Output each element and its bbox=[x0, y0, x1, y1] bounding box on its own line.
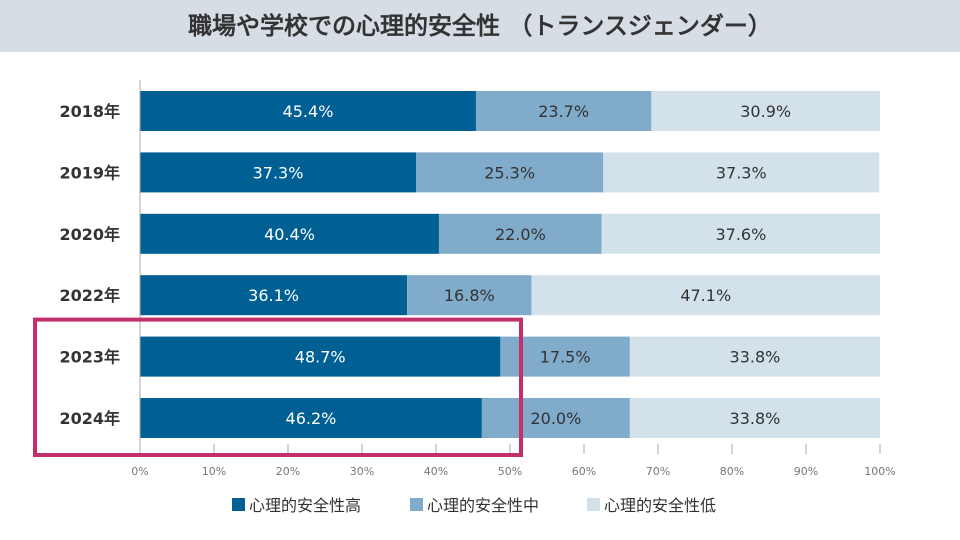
legend-label: 心理的安全性高 bbox=[249, 496, 361, 515]
x-tick-label: 90% bbox=[794, 465, 818, 478]
x-tick-label: 40% bbox=[424, 465, 448, 478]
highlight-box bbox=[33, 317, 523, 457]
data-label: 37.3% bbox=[253, 163, 304, 182]
legend-label: 心理的安全性中 bbox=[427, 496, 539, 515]
legend-swatch bbox=[587, 498, 600, 511]
chart-title: 職場や学校での心理的安全性 （トランスジェンダー） bbox=[188, 12, 772, 40]
data-label: 16.8% bbox=[444, 286, 495, 305]
bar-segment bbox=[481, 398, 630, 438]
x-tick-label: 100% bbox=[864, 465, 895, 478]
x-tick-label: 60% bbox=[572, 465, 596, 478]
category-label: 2019年 bbox=[59, 163, 120, 182]
data-label: 37.3% bbox=[716, 163, 767, 182]
x-tick-label: 80% bbox=[720, 465, 744, 478]
title-band bbox=[0, 0, 960, 52]
bar-segment bbox=[140, 91, 476, 131]
bar-segment bbox=[140, 336, 501, 377]
bar-segment bbox=[603, 152, 880, 193]
x-tick-label: 0% bbox=[131, 465, 148, 478]
x-tick-label: 50% bbox=[498, 465, 522, 478]
data-label: 46.2% bbox=[286, 409, 337, 428]
bar-segment bbox=[531, 275, 880, 316]
bar-segment bbox=[475, 91, 652, 131]
data-label: 37.6% bbox=[715, 225, 766, 244]
data-label: 30.9% bbox=[740, 102, 791, 121]
legend-swatch bbox=[232, 498, 245, 511]
bar-segment bbox=[140, 152, 417, 193]
data-label: 33.8% bbox=[730, 409, 781, 428]
bar-segment bbox=[438, 213, 602, 254]
data-label: 22.0% bbox=[495, 225, 546, 244]
legend-swatch bbox=[410, 498, 423, 511]
bar-segment bbox=[601, 213, 880, 254]
data-label: 23.7% bbox=[538, 102, 589, 121]
bar-segment bbox=[140, 213, 439, 254]
bar-segment bbox=[407, 275, 532, 316]
bar-segment bbox=[629, 398, 880, 438]
category-label: 2023年 bbox=[59, 348, 120, 367]
data-label: 36.1% bbox=[248, 286, 299, 305]
data-label: 33.8% bbox=[730, 348, 781, 367]
category-label: 2022年 bbox=[59, 286, 120, 305]
data-label: 47.1% bbox=[680, 286, 731, 305]
category-label: 2020年 bbox=[59, 225, 120, 244]
x-tick-label: 10% bbox=[202, 465, 226, 478]
bar-segment bbox=[416, 152, 604, 193]
x-tick-label: 70% bbox=[646, 465, 670, 478]
bar-segment bbox=[629, 336, 880, 377]
data-label: 45.4% bbox=[283, 102, 334, 121]
category-label: 2024年 bbox=[59, 409, 120, 428]
category-label: 2018年 bbox=[59, 102, 120, 121]
x-tick-label: 30% bbox=[350, 465, 374, 478]
bar-segment bbox=[651, 91, 880, 131]
data-label: 20.0% bbox=[530, 409, 581, 428]
data-label: 48.7% bbox=[295, 348, 346, 367]
legend-label: 心理的安全性低 bbox=[604, 496, 716, 515]
data-label: 25.3% bbox=[484, 163, 535, 182]
x-tick-label: 20% bbox=[276, 465, 300, 478]
bar-segment bbox=[140, 398, 482, 438]
bar-segment bbox=[140, 275, 408, 316]
data-label: 17.5% bbox=[540, 348, 591, 367]
data-label: 40.4% bbox=[264, 225, 315, 244]
